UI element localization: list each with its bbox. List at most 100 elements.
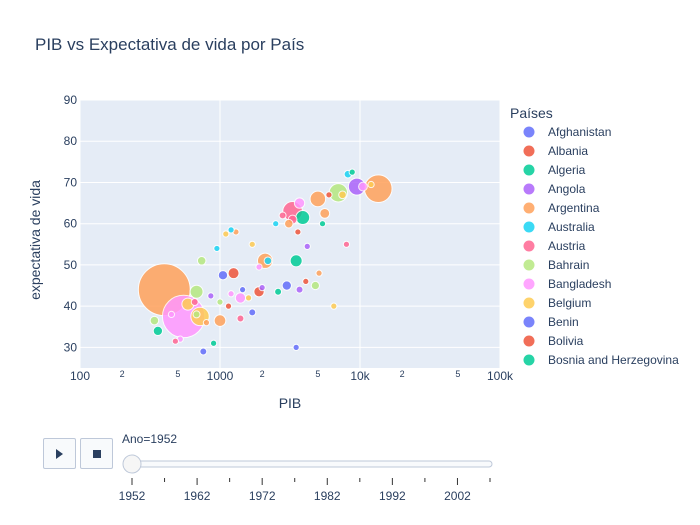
x-axis-title: PIB xyxy=(279,395,302,411)
bubble-point[interactable] xyxy=(236,314,245,323)
legend-item[interactable]: Austria xyxy=(523,239,586,253)
slider-handle[interactable] xyxy=(122,454,142,474)
bubble-point[interactable] xyxy=(310,280,320,291)
bubble-point[interactable] xyxy=(293,197,306,209)
bubble-point[interactable] xyxy=(325,191,333,199)
legend-item[interactable]: Bolivia xyxy=(523,334,584,348)
slider-tick-label: 1962 xyxy=(184,489,211,503)
bubble-point[interactable] xyxy=(227,226,235,234)
bubble-point[interactable] xyxy=(213,314,227,327)
bubble-point[interactable] xyxy=(167,310,176,319)
legend-marker xyxy=(523,354,535,366)
play-button[interactable] xyxy=(43,438,76,469)
slider[interactable]: 1952 1962 1972 1982 1992 2002 xyxy=(119,454,493,503)
bubble-point[interactable] xyxy=(319,207,331,219)
bubble-point[interactable] xyxy=(199,347,208,356)
bubble-point[interactable] xyxy=(292,343,300,351)
bubble-point[interactable] xyxy=(213,244,221,253)
bubble-point[interactable] xyxy=(309,190,327,208)
slider-tick-label: 2002 xyxy=(444,489,471,503)
slider-tick-label: 1952 xyxy=(119,489,146,503)
bubble-point[interactable] xyxy=(338,190,347,200)
bubble-point[interactable] xyxy=(318,220,327,228)
legend-item[interactable]: Argentina xyxy=(523,201,600,215)
bubble-point[interactable] xyxy=(348,168,356,176)
bubble-point[interactable] xyxy=(248,308,257,317)
bubble-point[interactable] xyxy=(284,218,294,229)
x-tick-label: 1000 xyxy=(207,369,234,383)
bubble-point[interactable] xyxy=(217,270,229,281)
bubble-point[interactable] xyxy=(315,269,323,277)
x-minor-tick-label: 5 xyxy=(175,369,180,379)
bubble-point[interactable] xyxy=(295,285,304,294)
x-tick-label: 100k xyxy=(487,369,514,383)
bubble-point[interactable] xyxy=(342,240,351,248)
bubble-point[interactable] xyxy=(171,337,179,345)
bubble-point[interactable] xyxy=(358,181,368,192)
x-tick-label: 10k xyxy=(350,369,370,383)
bubble-point[interactable] xyxy=(234,292,247,304)
legend-item[interactable]: Bosnia and Herzegovina xyxy=(523,353,680,367)
legend-marker xyxy=(523,221,535,233)
legend-item[interactable]: Bahrain xyxy=(523,258,590,272)
x-minor-tick-label: 2 xyxy=(260,369,265,379)
bubble-point[interactable] xyxy=(227,290,235,298)
bubble-point[interactable] xyxy=(224,302,233,310)
bubble-point[interactable] xyxy=(149,315,160,326)
bubble-point[interactable] xyxy=(189,284,204,299)
slider-tick-label: 1992 xyxy=(379,489,406,503)
bubble-point[interactable] xyxy=(222,230,230,238)
bubble-point[interactable] xyxy=(278,211,287,220)
bubble-point[interactable] xyxy=(255,263,263,271)
legend-marker xyxy=(523,145,535,157)
slider-current-value: Ano=1952 xyxy=(122,432,178,446)
bubble-point[interactable] xyxy=(227,267,240,280)
legend-item[interactable]: Albania xyxy=(523,144,589,158)
legend-label: Bangladesh xyxy=(548,277,611,291)
legend-item[interactable]: Bangladesh xyxy=(523,277,612,291)
bubble-point[interactable] xyxy=(209,339,218,347)
slider-track[interactable] xyxy=(129,460,493,468)
legend-marker xyxy=(523,183,535,195)
x-axis-ticks: 100 2 5 1000 2 5 10k 2 5 100k xyxy=(70,369,514,383)
chart-title: PIB vs Expectativa de vida por País xyxy=(35,35,304,54)
bubble-point[interactable] xyxy=(258,283,266,292)
y-tick-label: 40 xyxy=(64,299,78,313)
bubble-point[interactable] xyxy=(207,292,215,300)
bubble-point[interactable] xyxy=(248,240,256,248)
bubble-point[interactable] xyxy=(190,298,199,307)
bubble-point[interactable] xyxy=(238,286,247,294)
legend-item[interactable]: Benin xyxy=(523,315,579,329)
legend-label: Belgium xyxy=(548,296,591,310)
bubble-point[interactable] xyxy=(289,254,303,268)
legend-item[interactable]: Afghanistan xyxy=(523,125,612,139)
bubble-point[interactable] xyxy=(295,210,311,225)
bubble-point[interactable] xyxy=(303,242,311,250)
legend-label: Argentina xyxy=(548,201,600,215)
legend-item[interactable]: Angola xyxy=(523,182,586,196)
bubble-point[interactable] xyxy=(330,302,338,310)
bubble-point[interactable] xyxy=(274,287,283,296)
bubble-point[interactable] xyxy=(272,220,280,228)
legend-item[interactable]: Australia xyxy=(523,220,596,234)
legend-label: Bosnia and Herzegovina xyxy=(548,353,679,367)
bubble-point[interactable] xyxy=(202,319,211,327)
bubble-point[interactable] xyxy=(302,277,310,286)
bubble-point[interactable] xyxy=(263,256,273,266)
bubble-point[interactable] xyxy=(367,180,375,189)
bubble-point[interactable] xyxy=(192,310,201,319)
y-tick-label: 70 xyxy=(64,175,78,189)
bubble-point[interactable] xyxy=(216,298,224,306)
legend-item[interactable]: Algeria xyxy=(523,163,586,177)
bubble-point[interactable] xyxy=(363,174,393,203)
legend-marker xyxy=(523,297,535,309)
bubble-point[interactable] xyxy=(294,228,302,236)
bubble-point[interactable] xyxy=(152,325,164,337)
bubble-point[interactable] xyxy=(196,256,207,266)
legend-marker xyxy=(523,335,535,347)
stop-button[interactable] xyxy=(80,438,113,469)
bubble-point[interactable] xyxy=(244,294,253,302)
bubble-point[interactable] xyxy=(281,280,292,291)
legend-label: Albania xyxy=(548,144,588,158)
legend-item[interactable]: Belgium xyxy=(523,296,592,310)
